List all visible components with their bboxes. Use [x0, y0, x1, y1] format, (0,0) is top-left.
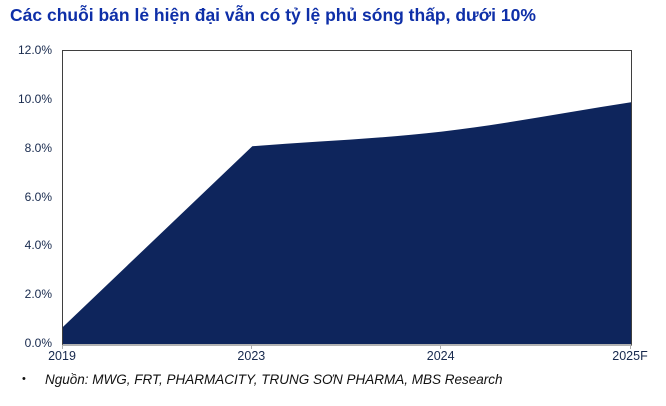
plot-area [62, 50, 632, 346]
bullet-icon: • [22, 373, 26, 385]
x-tick-label: 2023 [237, 349, 266, 363]
y-tick-label: 12.0% [17, 43, 52, 57]
chart-title: Các chuỗi bán lẻ hiện đại vẫn có tỷ lệ p… [10, 5, 536, 25]
x-tick-label: 2019 [48, 349, 76, 363]
y-tick-label: 2.0% [24, 287, 52, 302]
area-series-path [63, 102, 631, 344]
x-tick-mark [440, 345, 442, 349]
x-tick-label: 2024 [426, 349, 455, 363]
x-tick-label: 2025F [612, 349, 648, 363]
source-note: • Nguồn: MWG, FRT, PHARMACITY, TRUNG SƠN … [22, 372, 652, 387]
y-tick-label: 10.0% [17, 91, 52, 106]
area-chart: 0.0% 2.0% 4.0% 6.0% 8.0% 10.0% 12.0% 2019 2023 2… [0, 43, 648, 365]
x-tick-mark [61, 345, 63, 349]
x-tick-mark [629, 345, 631, 349]
y-tick-label: 8.0% [24, 140, 52, 155]
y-tick-label: 6.0% [24, 189, 52, 204]
x-axis-ticks [61, 345, 632, 349]
y-tick-label: 0.0% [24, 336, 52, 350]
x-axis-labels: 2019 2023 2024 2025F [48, 349, 648, 365]
y-tick-label: 4.0% [24, 238, 52, 253]
area-series [63, 102, 631, 344]
y-axis-labels: 0.0% 2.0% 4.0% 6.0% 8.0% 10.0% 12.0% [0, 43, 57, 350]
x-tick-mark [250, 345, 252, 349]
source-text: Nguồn: MWG, FRT, PHARMACITY, TRUNG SƠN P… [45, 372, 503, 387]
